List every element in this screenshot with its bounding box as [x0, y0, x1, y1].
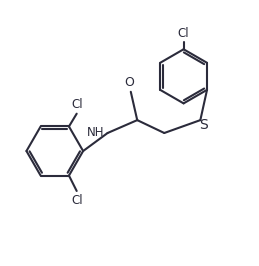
Text: Cl: Cl: [71, 98, 83, 111]
Text: NH: NH: [87, 127, 105, 139]
Text: O: O: [125, 76, 134, 89]
Text: Cl: Cl: [178, 27, 189, 40]
Text: Cl: Cl: [71, 194, 83, 206]
Text: S: S: [199, 118, 208, 132]
